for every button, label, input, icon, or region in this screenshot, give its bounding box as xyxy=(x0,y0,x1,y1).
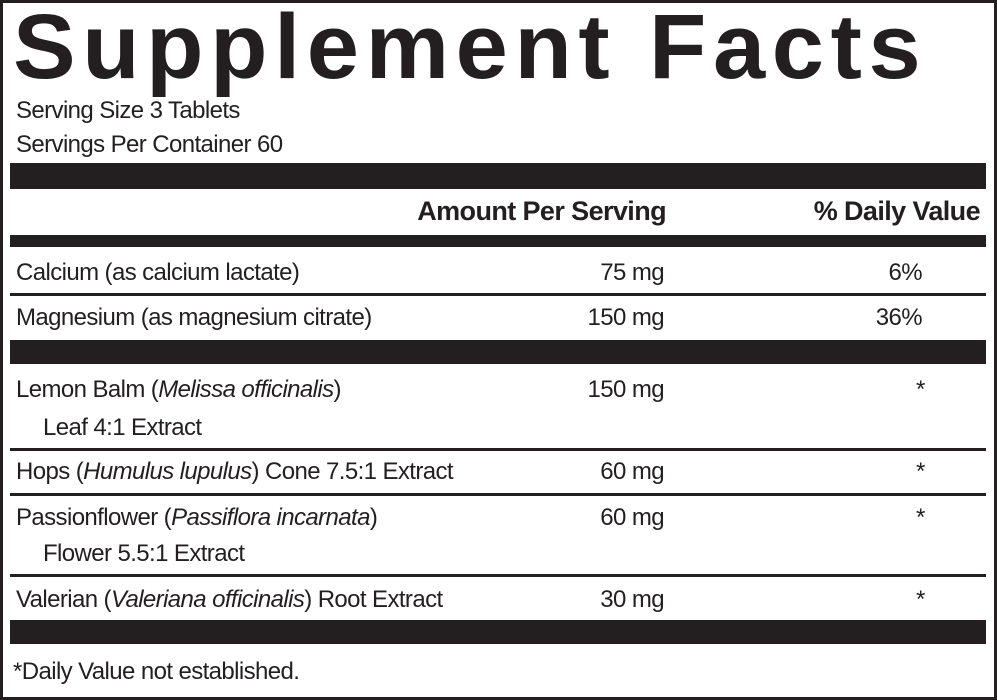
daily-value-header: % Daily Value xyxy=(813,196,981,226)
nutrient-amount: 75 mg xyxy=(600,259,664,286)
row-divider xyxy=(10,493,986,496)
herb-extract: Flower 5.5:1 Extract xyxy=(43,540,245,567)
herb-amount: 60 mg xyxy=(600,458,664,485)
nutrient-dv: 6% xyxy=(888,259,923,286)
nutrient-name: Calcium (as calcium lactate) xyxy=(16,259,300,286)
medium-divider xyxy=(10,235,986,247)
row-divider xyxy=(10,293,986,296)
herb-dv: * xyxy=(916,586,925,613)
herb-name: Passionflower (Passiflora incarnata) xyxy=(16,504,378,531)
row-divider xyxy=(10,574,986,577)
herb-amount: 60 mg xyxy=(600,504,664,531)
thick-divider xyxy=(10,340,986,364)
thick-divider xyxy=(10,620,986,644)
amount-per-serving-header: Amount Per Serving xyxy=(417,196,666,226)
herb-dv: * xyxy=(916,458,925,485)
nutrient-amount: 150 mg xyxy=(587,304,665,331)
serving-size: Serving Size 3 Tablets xyxy=(16,97,240,124)
servings-per-container: Servings Per Container 60 xyxy=(16,131,283,158)
thick-divider xyxy=(10,163,986,189)
herb-name: Hops (Humulus lupulus) Cone 7.5:1 Extrac… xyxy=(16,458,454,485)
nutrient-dv: 36% xyxy=(875,304,923,331)
nutrient-name: Magnesium (as magnesium citrate) xyxy=(16,304,372,331)
herb-name: Valerian (Valeriana officinalis) Root Ex… xyxy=(16,586,443,613)
herb-name: Lemon Balm (Melissa officinalis) xyxy=(16,376,342,403)
label-title: Supplement Facts xyxy=(13,0,928,98)
herb-extract: Leaf 4:1 Extract xyxy=(43,414,202,441)
herb-amount: 150 mg xyxy=(587,376,665,403)
herb-amount: 30 mg xyxy=(600,586,664,613)
herb-dv: * xyxy=(916,504,925,531)
row-divider xyxy=(10,448,986,451)
footnote: *Daily Value not established. xyxy=(13,658,300,685)
herb-dv: * xyxy=(916,376,925,403)
